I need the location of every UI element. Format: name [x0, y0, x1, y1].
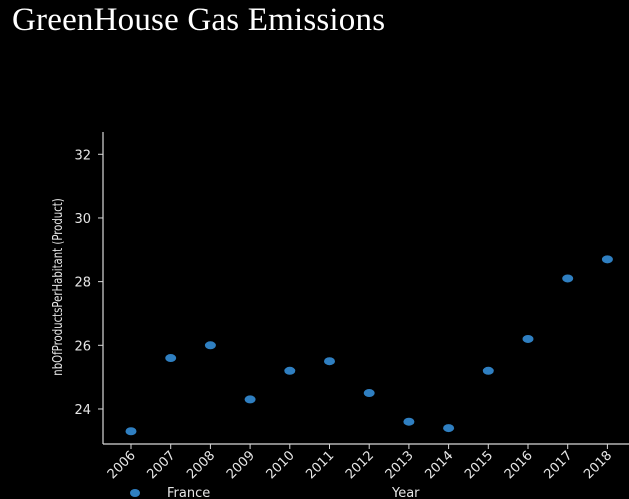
- data-point: [601, 255, 613, 264]
- y-tick-label: 24: [74, 403, 91, 418]
- x-tick-label: 2017: [542, 448, 576, 482]
- x-tick-label: 2010: [264, 448, 298, 482]
- data-point: [204, 341, 216, 350]
- x-tick-label: 2013: [383, 448, 417, 482]
- x-tick-label: 2016: [502, 448, 536, 482]
- x-axis-ticks: 2006 2007 2008 2009 2010 2011 2012 2013 2014 2015…: [105, 444, 615, 482]
- legend-marker: [130, 489, 140, 497]
- data-points: [125, 255, 613, 436]
- data-point: [125, 427, 137, 436]
- data-point: [522, 334, 534, 343]
- page-title: GreenHouse Gas Emissions: [12, 2, 386, 38]
- data-point: [244, 395, 256, 404]
- x-tick-label: 2007: [145, 448, 179, 482]
- data-point: [562, 274, 574, 283]
- y-tick-label: 32: [74, 148, 91, 163]
- y-tick-label: 30: [74, 212, 91, 227]
- x-tick-label: 2014: [422, 448, 456, 482]
- y-axis-label: nbOfProductsPerHabitant (Product): [50, 198, 66, 375]
- x-tick-label: 2011: [303, 448, 337, 482]
- x-axis-label: Year: [391, 486, 420, 499]
- chart-axes: [102, 132, 629, 445]
- legend-label: France: [167, 486, 210, 499]
- data-point: [284, 366, 296, 375]
- y-axis-ticks: 24 26 28 30 32: [74, 148, 103, 418]
- x-tick-label: 2008: [184, 448, 218, 482]
- x-tick-label: 2018: [581, 448, 615, 482]
- x-tick-label: 2006: [105, 448, 139, 482]
- x-tick-label: 2012: [343, 448, 377, 482]
- data-point: [482, 366, 494, 375]
- legend: France: [130, 486, 210, 499]
- data-point: [403, 417, 415, 426]
- x-tick-label: 2009: [224, 448, 258, 482]
- y-tick-label: 26: [74, 339, 91, 354]
- x-tick-label: 2015: [462, 448, 496, 482]
- data-point: [165, 354, 177, 363]
- y-tick-label: 28: [74, 276, 91, 291]
- data-point: [363, 389, 375, 398]
- data-point: [324, 357, 335, 366]
- data-point: [443, 424, 455, 433]
